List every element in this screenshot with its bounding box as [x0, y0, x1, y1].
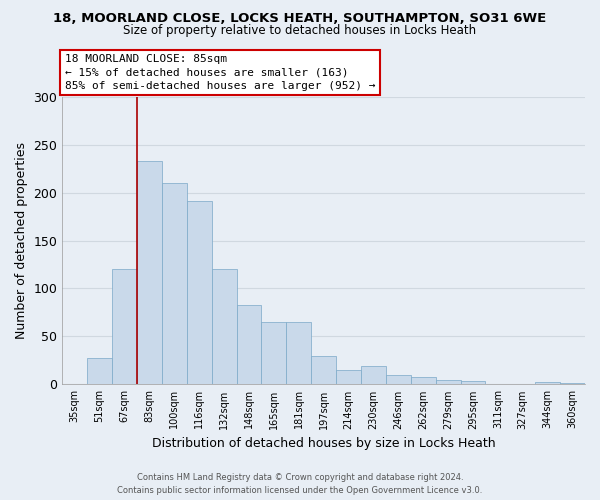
- Bar: [162, 183, 187, 384]
- Bar: [336, 370, 361, 384]
- Bar: [112, 270, 137, 384]
- Bar: [361, 366, 386, 384]
- Text: 18 MOORLAND CLOSE: 85sqm
← 15% of detached houses are smaller (163)
85% of semi-: 18 MOORLAND CLOSE: 85sqm ← 15% of detach…: [65, 54, 376, 91]
- Text: Contains HM Land Registry data © Crown copyright and database right 2024.
Contai: Contains HM Land Registry data © Crown c…: [118, 474, 482, 495]
- Bar: [87, 358, 112, 384]
- Text: Size of property relative to detached houses in Locks Heath: Size of property relative to detached ho…: [124, 24, 476, 37]
- Bar: [212, 270, 236, 384]
- Bar: [560, 382, 585, 384]
- X-axis label: Distribution of detached houses by size in Locks Heath: Distribution of detached houses by size …: [152, 437, 496, 450]
- Text: 18, MOORLAND CLOSE, LOCKS HEATH, SOUTHAMPTON, SO31 6WE: 18, MOORLAND CLOSE, LOCKS HEATH, SOUTHAM…: [53, 12, 547, 26]
- Bar: [262, 322, 286, 384]
- Bar: [535, 382, 560, 384]
- Bar: [461, 380, 485, 384]
- Bar: [286, 322, 311, 384]
- Bar: [436, 380, 461, 384]
- Bar: [137, 161, 162, 384]
- Bar: [411, 377, 436, 384]
- Bar: [386, 375, 411, 384]
- Bar: [187, 201, 212, 384]
- Bar: [236, 305, 262, 384]
- Bar: [311, 356, 336, 384]
- Y-axis label: Number of detached properties: Number of detached properties: [15, 142, 28, 339]
